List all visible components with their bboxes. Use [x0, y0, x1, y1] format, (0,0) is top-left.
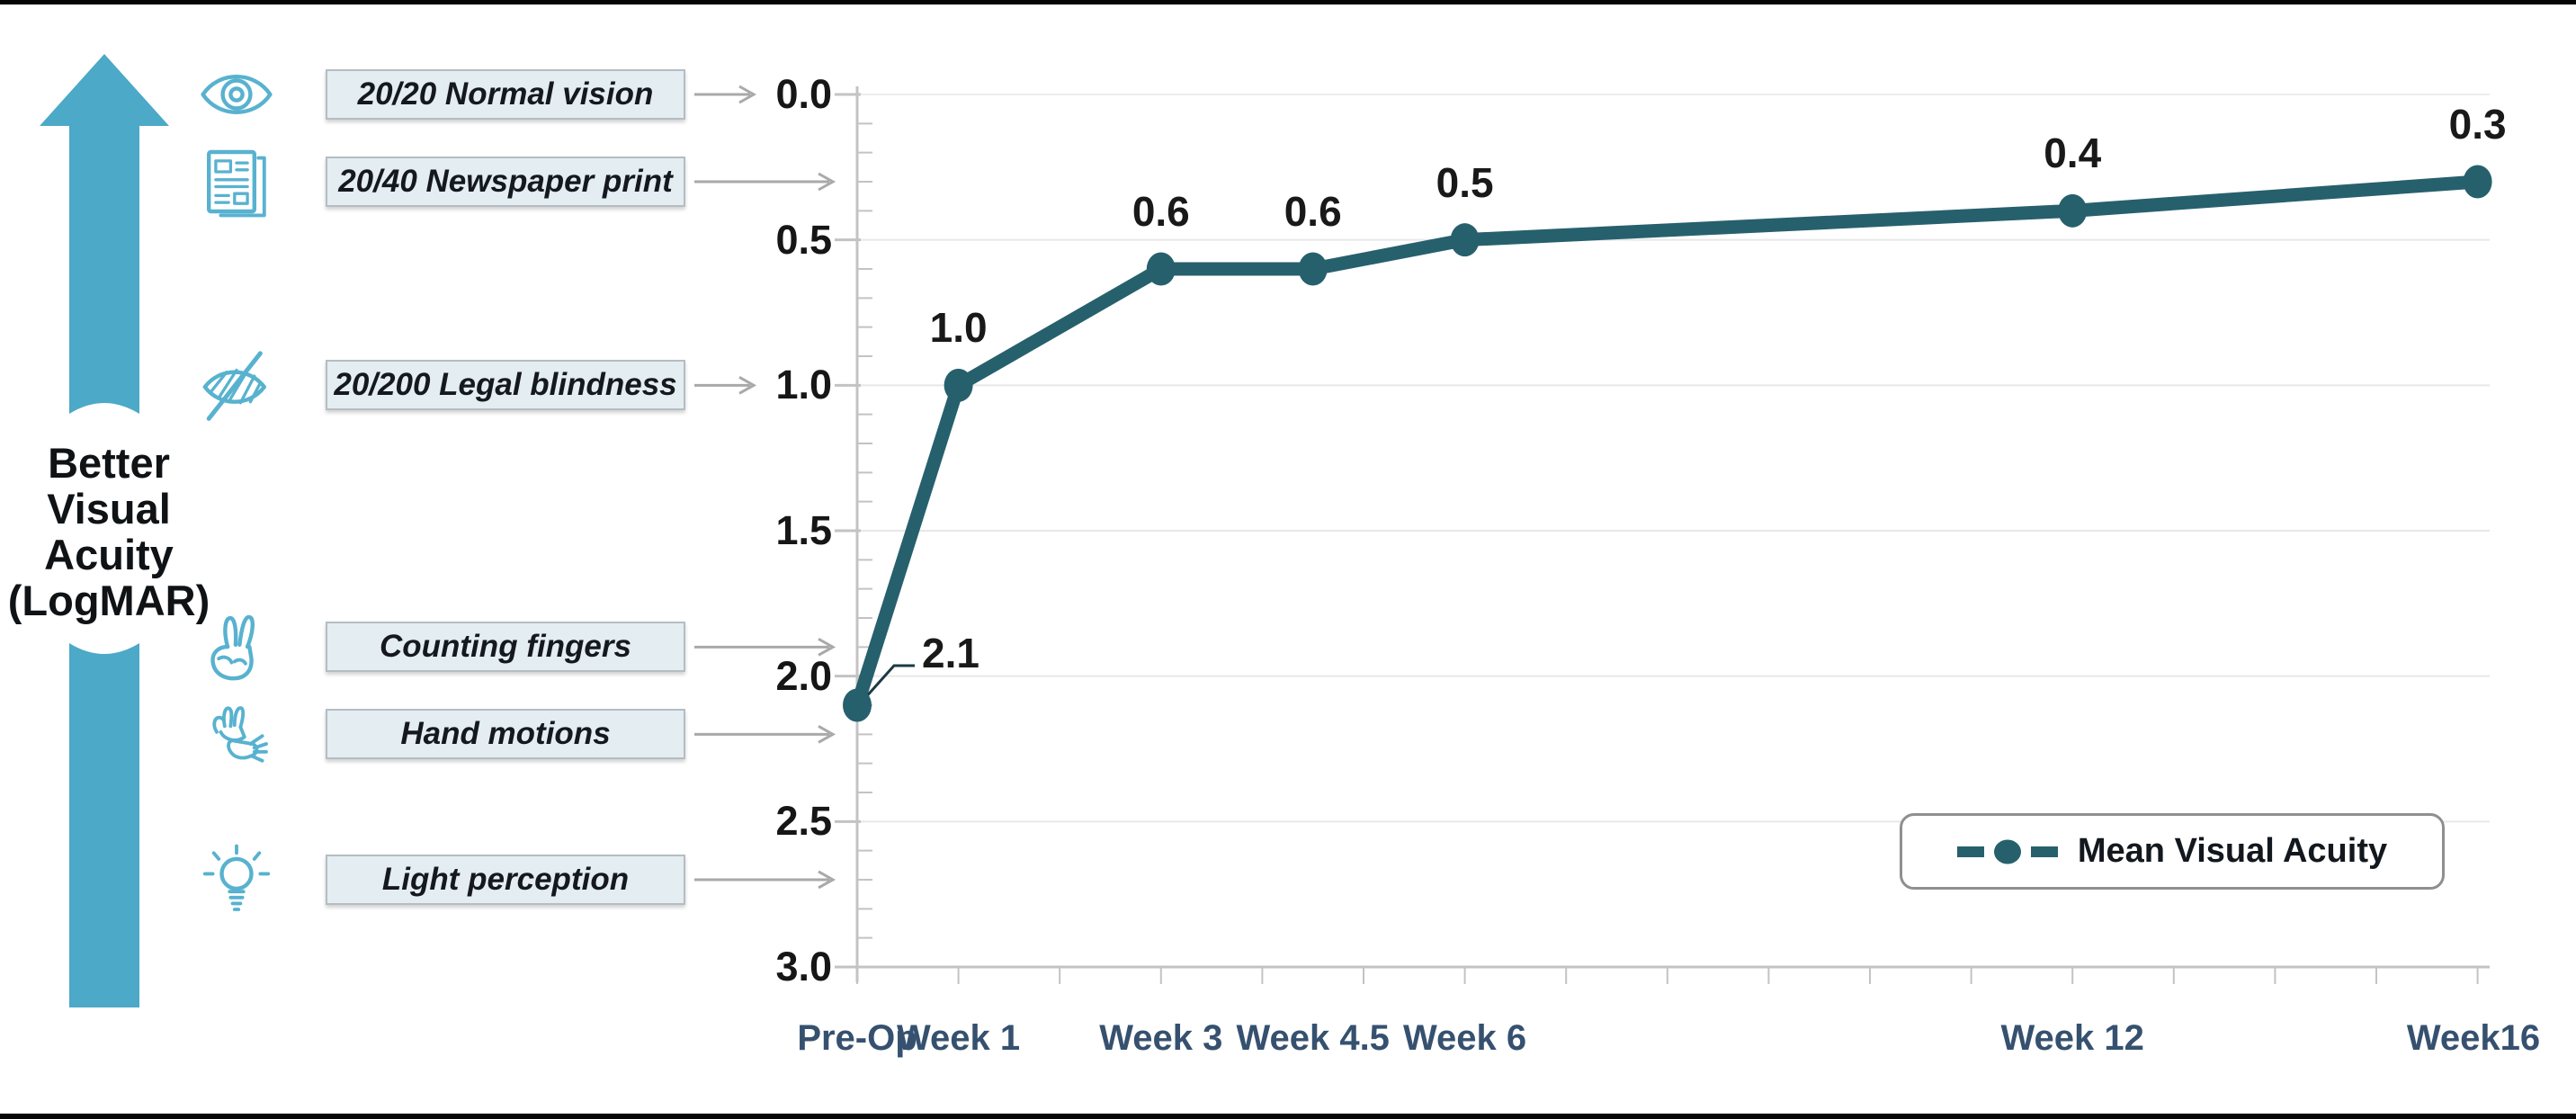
reference-arrowhead: [738, 85, 757, 104]
reference-label: 20/200 Legal blindness: [334, 367, 677, 403]
data-point: [1450, 223, 1480, 257]
x-tick-label: Week 12: [2000, 1018, 2144, 1058]
reference-label: Counting fingers: [380, 629, 631, 665]
axis-title-line: (LogMAR): [7, 577, 210, 624]
data-point-label: 0.5: [1436, 158, 1494, 206]
reference-arrowhead: [818, 870, 836, 890]
reference-label-box: Hand motions: [326, 709, 685, 760]
newspaper-icon: [197, 142, 276, 221]
reference-label: 20/40 Newspaper print: [338, 163, 673, 199]
reference-row: Hand motions: [184, 706, 706, 763]
data-point: [1298, 252, 1328, 286]
value-label-leader: [862, 664, 915, 701]
axis-title-line: Visual: [47, 485, 171, 533]
reference-row: Light perception: [184, 844, 706, 911]
data-point-label: 0.4: [2044, 130, 2102, 177]
reference-label: Hand motions: [400, 716, 611, 752]
x-tick-label: Pre-Op: [797, 1018, 917, 1058]
x-tick-label: Week16: [2406, 1018, 2541, 1058]
data-point: [944, 368, 973, 402]
reference-arrowhead: [738, 376, 757, 395]
bottom-border-bar: [0, 1114, 2576, 1119]
data-point: [2463, 165, 2492, 199]
data-point-label: 2.1: [922, 629, 979, 676]
axis-title: Better Visual Acuity (LogMAR): [7, 440, 210, 623]
reference-label-box: 20/20 Normal vision: [326, 69, 685, 120]
x-tick-label: Week 6: [1403, 1018, 1527, 1058]
reference-label-box: 20/200 Legal blindness: [326, 360, 685, 411]
y-tick-label: 0.0: [775, 71, 832, 117]
series-line: [850, 175, 2485, 712]
better-acuity-arrow-icon: [40, 54, 169, 1007]
data-point: [1146, 252, 1176, 286]
reference-label: Light perception: [381, 861, 630, 897]
x-tick-label: Week 1: [897, 1018, 1021, 1058]
y-tick-label: 2.0: [775, 652, 832, 699]
reference-row: 20/40 Newspaper print: [184, 149, 706, 218]
axis-title-line: Better: [48, 439, 170, 487]
reference-arrowhead: [818, 725, 836, 744]
data-point-label: 0.6: [1284, 187, 1342, 235]
light-perception-icon: [197, 840, 276, 919]
hand-motions-icon: [197, 694, 276, 774]
eye-blind-icon: [197, 345, 276, 425]
x-tick-label: Week 3: [1099, 1018, 1223, 1058]
y-tick-label: 0.5: [775, 216, 832, 263]
legend-box: Mean Visual Acuity: [1900, 813, 2445, 890]
reference-label: 20/20 Normal vision: [357, 76, 654, 112]
data-point: [2058, 193, 2088, 228]
legend-label: Mean Visual Acuity: [2077, 832, 2388, 870]
axis-title-line: Acuity: [44, 531, 174, 578]
data-point-label: 0.6: [1131, 187, 1190, 235]
counting-fingers-icon: [197, 607, 276, 686]
y-tick-label: 3.0: [775, 943, 832, 989]
eye-icon: [197, 55, 276, 134]
reference-label-box: 20/40 Newspaper print: [326, 156, 685, 207]
legend-marker-icon: [1956, 839, 2058, 864]
data-point-label: 1.0: [929, 304, 988, 352]
x-tick-label: Week 4.5: [1236, 1018, 1390, 1058]
reference-label-box: Counting fingers: [326, 622, 685, 673]
reference-arrowhead: [818, 638, 836, 657]
data-point: [843, 688, 872, 722]
reference-row: Counting fingers: [184, 615, 706, 681]
reference-arrowhead: [818, 172, 836, 192]
top-border-bar: [0, 0, 2576, 4]
data-point-label: 0.3: [2448, 100, 2507, 148]
reference-row: 20/20 Normal vision: [184, 69, 706, 120]
reference-label-box: Light perception: [326, 854, 685, 905]
y-tick-label: 2.5: [775, 798, 832, 845]
y-tick-label: 1.5: [775, 506, 832, 553]
reference-row: 20/200 Legal blindness: [184, 351, 706, 422]
y-tick-label: 1.0: [775, 362, 832, 408]
